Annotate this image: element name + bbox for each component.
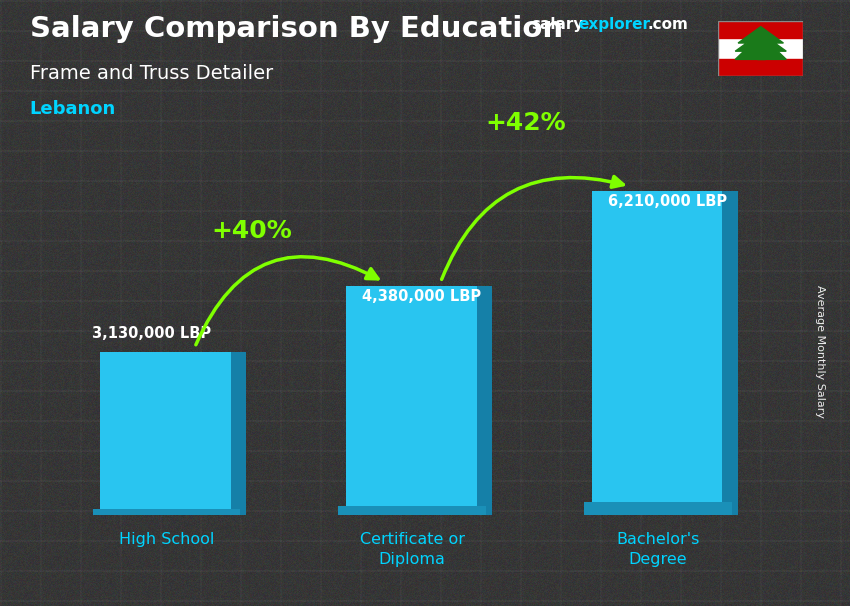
Bar (338, 506, 486, 515)
Text: Average Monthly Salary: Average Monthly Salary (815, 285, 825, 418)
Bar (756, 53, 765, 59)
Bar (584, 502, 732, 515)
Bar (718, 59, 803, 76)
Text: Frame and Truss Detailer: Frame and Truss Detailer (30, 64, 273, 82)
Text: .com: .com (648, 17, 689, 32)
FancyBboxPatch shape (230, 351, 246, 515)
Text: +40%: +40% (211, 219, 292, 243)
Text: 6,210,000 LBP: 6,210,000 LBP (608, 194, 727, 209)
Bar (592, 190, 724, 515)
Bar (100, 351, 233, 515)
Text: Lebanon: Lebanon (30, 100, 116, 118)
Polygon shape (735, 27, 786, 59)
Text: 4,380,000 LBP: 4,380,000 LBP (362, 290, 481, 304)
Text: explorer: explorer (579, 17, 651, 32)
FancyBboxPatch shape (722, 190, 738, 515)
Text: 3,130,000 LBP: 3,130,000 LBP (92, 326, 211, 341)
Bar (718, 21, 803, 38)
Text: salary: salary (531, 17, 584, 32)
Bar (93, 508, 241, 515)
Text: Salary Comparison By Education: Salary Comparison By Education (30, 15, 563, 43)
Text: +42%: +42% (485, 110, 566, 135)
FancyBboxPatch shape (477, 286, 491, 515)
Bar (346, 286, 479, 515)
